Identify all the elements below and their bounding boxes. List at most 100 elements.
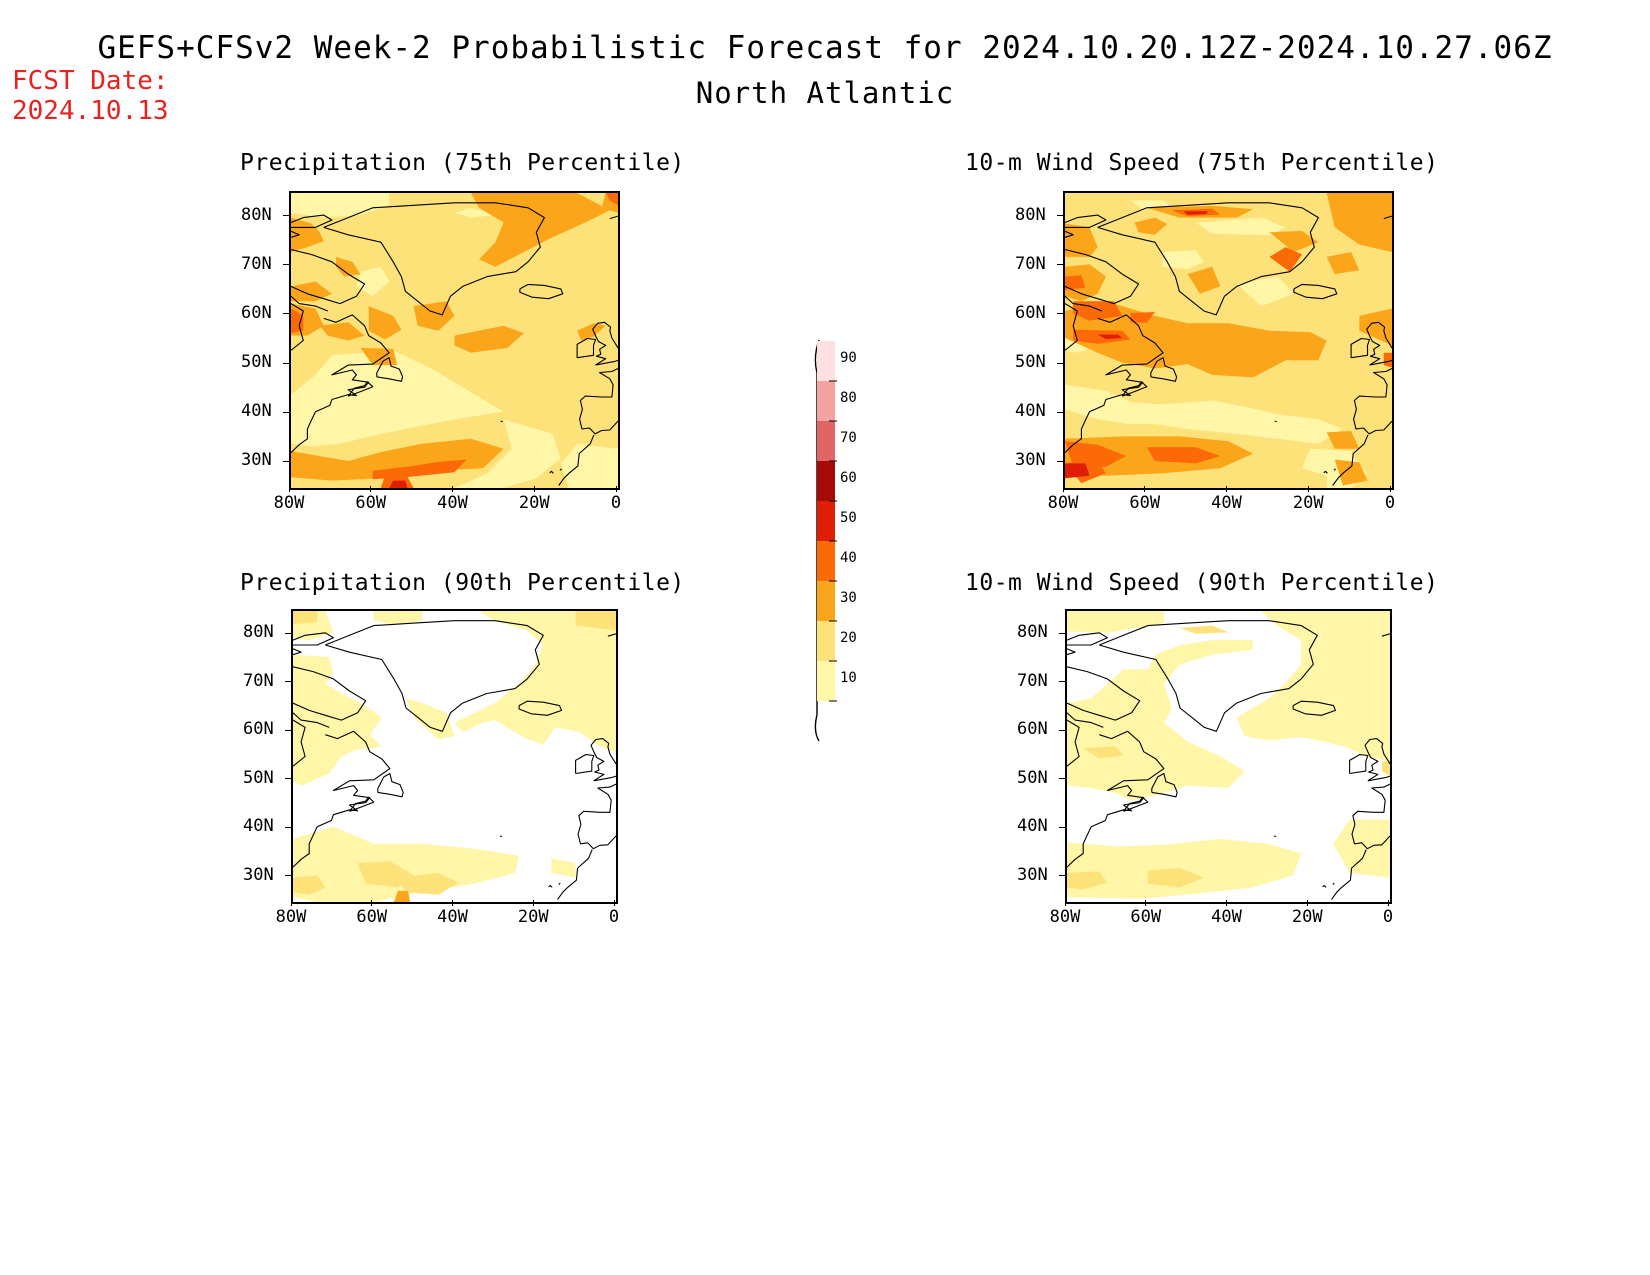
coastline [293, 719, 306, 767]
lon-label-20W: 20W [1292, 493, 1324, 513]
contour-region-10 [291, 350, 504, 447]
contour-region-10 [1067, 838, 1302, 899]
lat-tick [1059, 681, 1065, 683]
lon-tick [1389, 486, 1391, 492]
contour-region-30 [1334, 459, 1368, 486]
colorbar-label-90: 90 [840, 350, 857, 366]
lat-label-30N: 30N [1017, 864, 1048, 885]
contour-region-10 [356, 266, 390, 297]
colorbar-swatch-20 [817, 621, 835, 661]
coastline [577, 783, 616, 850]
lon-tick [533, 486, 535, 492]
lat-tick [1057, 411, 1063, 413]
lon-label-0: 0 [608, 907, 620, 927]
coastline [1067, 648, 1076, 656]
contour-region-30 [1065, 301, 1327, 378]
lon-tick [1387, 900, 1389, 906]
lon-label-80W: 80W [1047, 493, 1079, 513]
coastline [323, 202, 545, 316]
lon-label-40W: 40W [1211, 493, 1242, 513]
lat-tick [283, 411, 289, 413]
contour-region-10 [1067, 640, 1253, 801]
lon-tick [370, 486, 372, 492]
lat-tick [1059, 632, 1065, 634]
map-canvas-precip-90 [293, 611, 616, 902]
contour-region-30 [470, 193, 610, 267]
colorbar-swatch-80 [817, 381, 835, 421]
colorbar-label-20: 20 [840, 630, 857, 646]
coastline [549, 470, 554, 474]
contour-region-40 [1065, 275, 1086, 290]
coastline [1065, 314, 1164, 453]
coastline [376, 357, 404, 382]
lat-label-70N: 70N [241, 253, 272, 274]
coastline [1099, 620, 1318, 732]
contour-region-30 [1187, 266, 1221, 294]
lat-label-70N: 70N [1015, 253, 1046, 274]
coastline [291, 314, 390, 453]
coastline [590, 738, 616, 782]
contour-region-30 [1134, 217, 1168, 235]
contour-region-20 [293, 611, 318, 625]
lon-tick [532, 900, 534, 906]
map-precip-90th [291, 609, 618, 904]
contour-region-30 [291, 217, 324, 252]
coastline [558, 434, 595, 486]
contour-region-10 [454, 419, 561, 488]
colorbar-swatch-50 [817, 501, 835, 541]
map-canvas-wind-75 [1065, 193, 1392, 488]
coastline [519, 283, 564, 300]
lon-tick [1062, 486, 1064, 492]
contour-region-40 [1146, 447, 1221, 464]
contour-region-10 [1236, 276, 1294, 307]
forecast-date-value: 2024.10.13 [12, 96, 169, 126]
contour-region-30 [336, 256, 361, 277]
lat-label-60N: 60N [243, 719, 274, 740]
lon-label-60W: 60W [356, 907, 388, 927]
region-subtitle: North Atlantic [695, 76, 955, 110]
coastline [1349, 754, 1369, 775]
lat-tick [1057, 460, 1063, 462]
colorbar-swatch-60 [817, 461, 835, 501]
figure-title: GEFS+CFSv2 Week-2 Probabilistic Forecast… [97, 30, 1553, 66]
coastline [1065, 303, 1078, 351]
coastline [1323, 470, 1328, 474]
coastline [1331, 849, 1367, 900]
contour-region-30 [319, 322, 365, 341]
contour-region-10 [348, 414, 381, 432]
lat-tick [283, 460, 289, 462]
lon-tick [452, 486, 453, 492]
coastline [1293, 283, 1338, 300]
coastline [291, 303, 304, 351]
contour-region-30 [1065, 223, 1098, 257]
lon-tick [1064, 900, 1066, 906]
coastline [1332, 882, 1335, 885]
coastline [1065, 295, 1103, 312]
contour-region-10 [454, 207, 496, 218]
coastline [607, 633, 616, 637]
contour-region-10 [454, 611, 616, 752]
lat-tick [285, 875, 291, 877]
colorbar-label-30: 30 [840, 590, 857, 606]
contour-region-50 [1183, 211, 1209, 215]
map-wind-90th [1065, 609, 1392, 904]
coastline [291, 214, 333, 228]
contour-region-20 [1083, 746, 1124, 759]
lon-tick [1144, 486, 1146, 492]
contour-region-20 [1147, 868, 1205, 888]
colorbar [814, 339, 837, 742]
contour-region-40 [291, 308, 304, 334]
lon-tick [1307, 486, 1309, 492]
lat-tick [1057, 362, 1063, 364]
lat-label-70N: 70N [1017, 670, 1048, 691]
contour-region-10 [560, 443, 618, 488]
contour-region-50 [389, 480, 408, 488]
coastline [558, 882, 561, 885]
forecast-date: FCST Date: 2024.10.13 [12, 66, 169, 126]
colorbar-swatch-70 [817, 421, 835, 461]
lon-tick [371, 900, 373, 906]
map-precip-75th [289, 191, 620, 490]
contour-region-40 [1130, 312, 1155, 323]
forecast-date-label: FCST Date: [12, 66, 169, 96]
colorbar-swatch-30 [817, 581, 835, 621]
